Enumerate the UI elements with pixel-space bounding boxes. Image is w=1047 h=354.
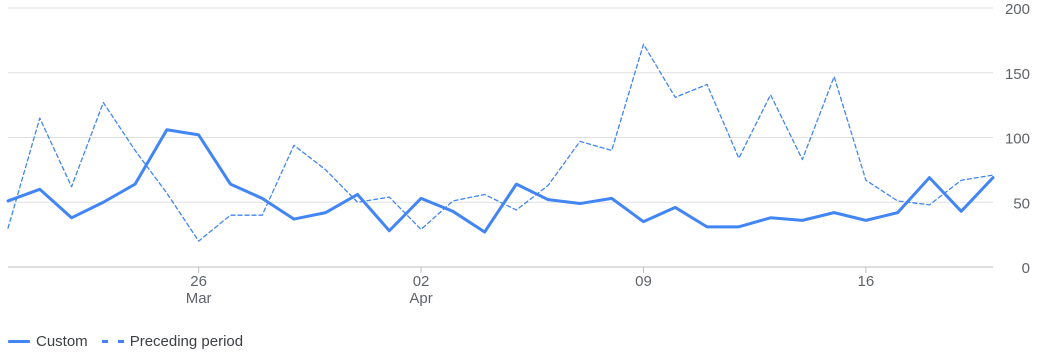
line-chart: 0 50 100 150 200 26 Mar 02 Apr 09 16 xyxy=(6,1,1030,307)
x-tick-sublabel: Apr xyxy=(409,290,432,307)
legend: Custom Preceding period xyxy=(8,330,257,352)
solid-line-swatch-icon xyxy=(8,339,30,343)
y-tick-label: 150 xyxy=(1005,66,1030,83)
y-tick-label: 0 xyxy=(1022,260,1030,277)
series-line-preceding-period xyxy=(7,43,994,242)
x-tick-label: 26 xyxy=(190,273,207,290)
x-tick-label: 02 xyxy=(413,273,430,290)
legend-label-custom: Custom xyxy=(36,332,88,350)
series-line-custom xyxy=(6,128,995,234)
y-tick-label: 200 xyxy=(1005,1,1030,18)
legend-label-preceding-period: Preceding period xyxy=(129,332,244,350)
y-tick-label: 50 xyxy=(1013,195,1030,212)
x-tick-label: 16 xyxy=(858,273,875,290)
y-tick-label: 100 xyxy=(1005,131,1030,148)
dashed-line-swatch-icon xyxy=(101,339,124,343)
legend-item-preceding-period[interactable]: Preceding period xyxy=(101,332,244,350)
x-tick-label: 09 xyxy=(635,273,652,290)
x-tick-sublabel: Mar xyxy=(186,290,212,307)
legend-item-custom[interactable]: Custom xyxy=(8,333,88,350)
